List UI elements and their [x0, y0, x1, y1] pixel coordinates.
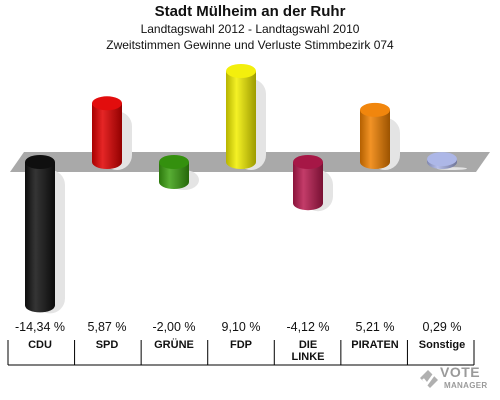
bar-body [159, 162, 189, 189]
bar-body [25, 162, 55, 313]
category-label: FDP [230, 339, 252, 351]
bar-cap [25, 155, 55, 169]
value-label: -2,00 % [152, 320, 195, 334]
vote-manager-logo: VOTE MANAGER [418, 362, 494, 396]
bar-sonstige [427, 152, 457, 169]
category-label: LINKE [292, 351, 325, 363]
value-label: -4,12 % [286, 320, 329, 334]
bar-cap [92, 96, 122, 111]
chart-title: Stadt Mülheim an der Ruhr [154, 3, 346, 20]
bar-cap [159, 155, 189, 169]
bar-body [293, 162, 323, 211]
value-label: -14,34 % [15, 320, 65, 334]
bar-cap [360, 102, 390, 117]
bar-body [226, 71, 256, 169]
bar-spd [92, 96, 122, 169]
category-label: CDU [28, 339, 52, 351]
category-label: Sonstige [419, 339, 465, 351]
bar-cap [293, 155, 323, 169]
bar-cdu [25, 155, 55, 313]
category-label: DIE [299, 339, 317, 351]
bar-body [360, 109, 390, 169]
bar-cap [226, 64, 256, 78]
bar-fdp [226, 64, 256, 169]
value-label: 5,87 % [88, 320, 127, 334]
value-label: 0,29 % [423, 320, 462, 334]
bar-cap [427, 152, 457, 167]
bar-grüne [159, 155, 189, 189]
value-label: 9,10 % [222, 320, 261, 334]
category-label: SPD [96, 339, 119, 351]
chart-subtitle-election: Landtagswahl 2012 - Landtagswahl 2010 [140, 22, 360, 36]
logo-text-manager: MANAGER [444, 381, 488, 390]
logo-text-vote: VOTE [440, 364, 481, 380]
ballot-check-icon [420, 370, 438, 388]
value-label: 5,21 % [356, 320, 395, 334]
category-label: GRÜNE [154, 338, 194, 351]
category-label: PIRATEN [351, 339, 399, 351]
bar-die-linke [293, 155, 323, 211]
chart-subtitle-district: Zweitstimmen Gewinne und Verluste Stimmb… [106, 38, 394, 52]
bar-body [92, 103, 122, 169]
bar-piraten [360, 102, 390, 169]
